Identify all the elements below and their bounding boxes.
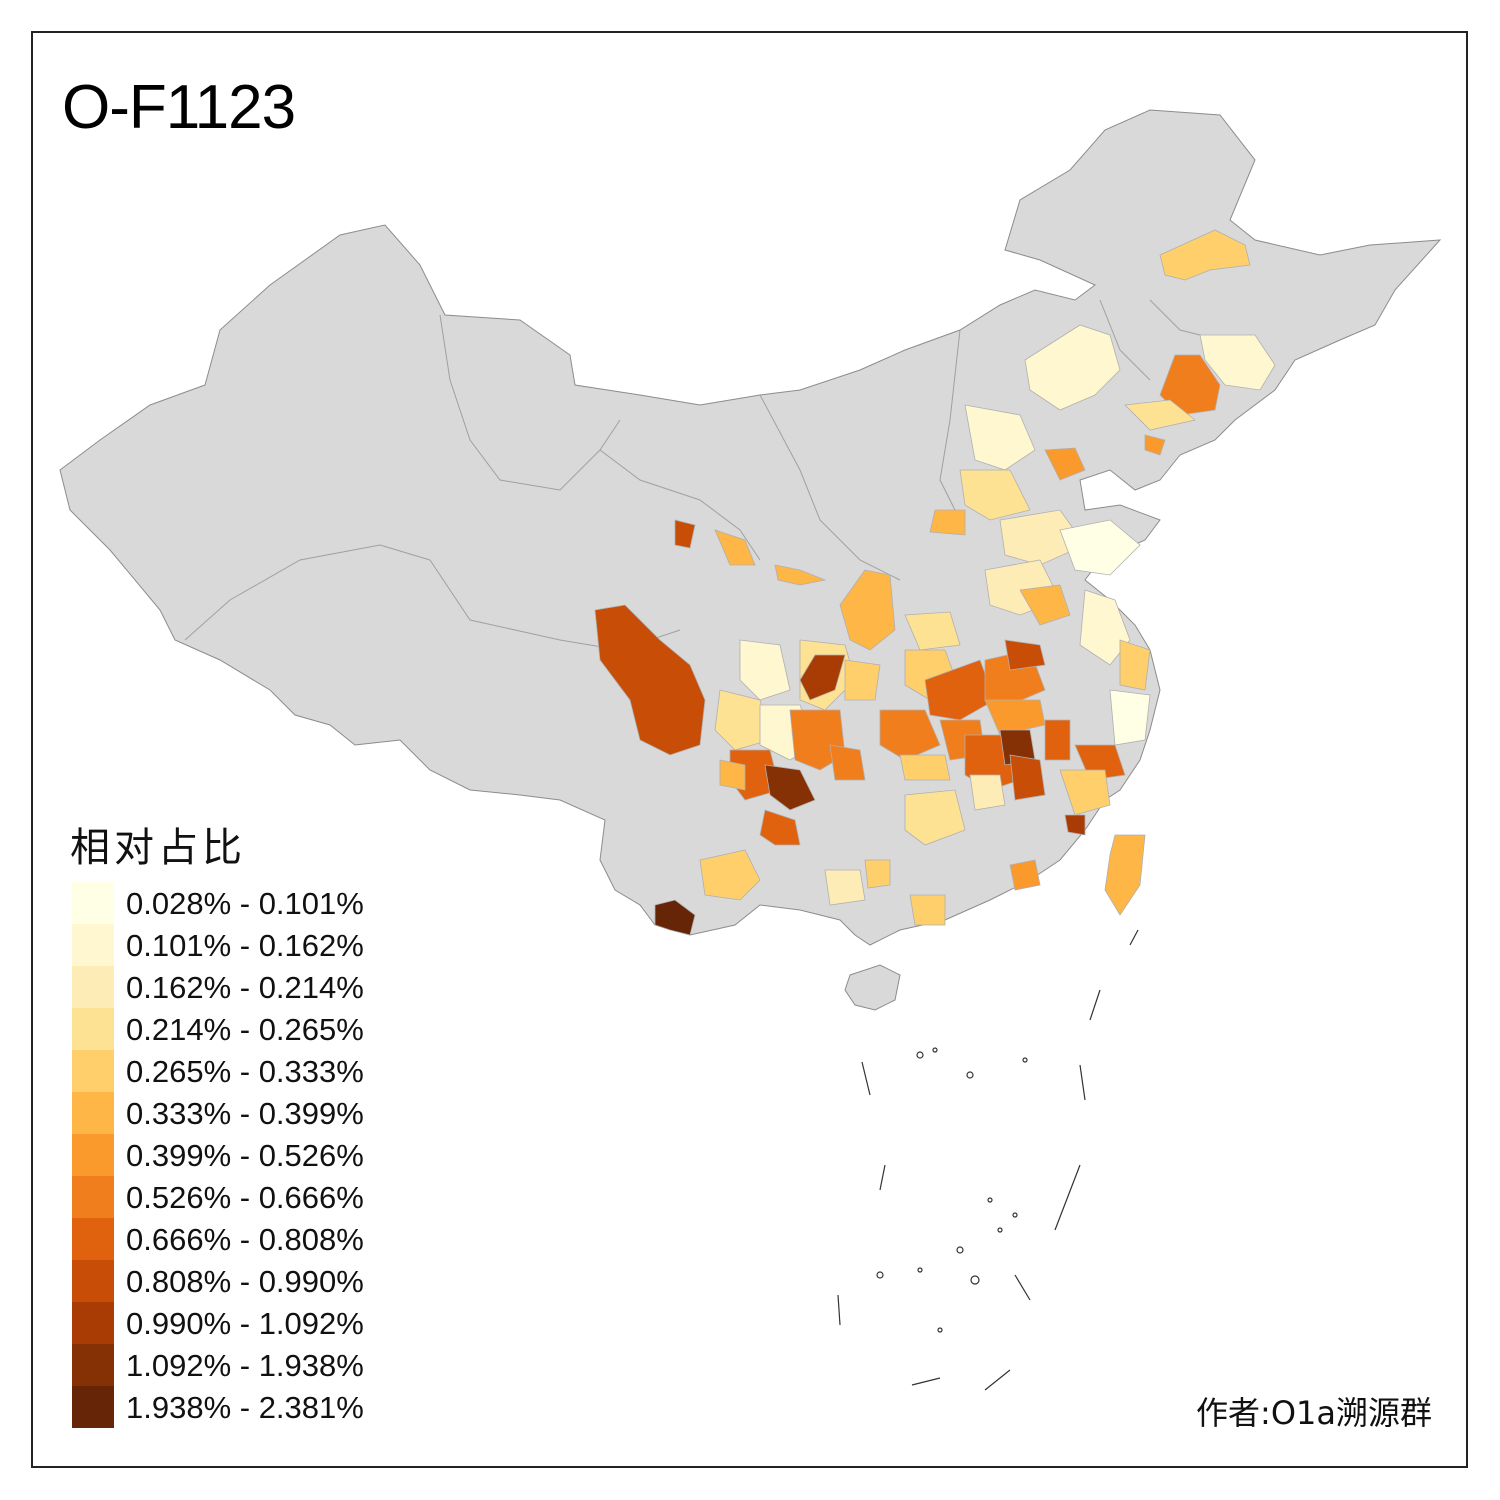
author-credit: 作者:O1a溯源群 xyxy=(1196,1394,1432,1432)
region-fill xyxy=(764,764,816,811)
legend-label: 0.214% - 0.265% xyxy=(126,1012,364,1047)
region-fill xyxy=(864,859,891,889)
region-fill xyxy=(1144,434,1166,456)
legend-label: 0.265% - 0.333% xyxy=(126,1054,364,1089)
region-fill xyxy=(1109,689,1151,746)
choropleth-regions xyxy=(594,229,1276,936)
region-fill xyxy=(674,519,696,549)
region-fill xyxy=(1104,834,1146,916)
china-mainland xyxy=(59,109,1442,946)
region-fill xyxy=(654,899,696,936)
legend-swatch xyxy=(72,1134,114,1176)
region-fill xyxy=(904,789,966,846)
legend-label: 0.666% - 0.808% xyxy=(126,1222,364,1257)
legend-swatch xyxy=(72,1218,114,1260)
region-fill xyxy=(719,759,746,791)
map-title: O-F1123 xyxy=(62,73,296,142)
region-fill xyxy=(1009,859,1041,891)
region-fill xyxy=(1159,229,1251,281)
south-sea-islands xyxy=(837,929,1139,1391)
region-fill xyxy=(1119,639,1151,691)
region-fill xyxy=(759,809,801,846)
legend-label: 0.162% - 0.214% xyxy=(126,970,364,1005)
legend-swatch xyxy=(72,924,114,966)
region-fill xyxy=(964,404,1036,471)
region-fill xyxy=(904,611,961,651)
region-fill xyxy=(829,744,866,781)
legend-label: 0.399% - 0.526% xyxy=(126,1138,364,1173)
legend-swatch xyxy=(72,1050,114,1092)
region-fill xyxy=(924,659,996,721)
region-fill xyxy=(959,469,1031,521)
region-fill xyxy=(799,654,846,701)
legend-title: 相对占比 xyxy=(70,825,246,871)
legend-swatch xyxy=(72,1260,114,1302)
legend-label: 0.990% - 1.092% xyxy=(126,1306,364,1341)
legend-swatch xyxy=(72,966,114,1008)
legend-label: 0.526% - 0.666% xyxy=(126,1180,364,1215)
region-fill xyxy=(824,869,866,906)
region-fill xyxy=(1059,519,1141,576)
legend-swatch xyxy=(72,882,114,924)
legend-label: 0.101% - 0.162% xyxy=(126,928,364,963)
region-fill xyxy=(1024,324,1121,411)
region-fill xyxy=(714,529,756,566)
region-fill xyxy=(1044,719,1071,761)
legend-swatch xyxy=(72,1344,114,1386)
region-fill xyxy=(1019,584,1071,626)
region-fill xyxy=(899,754,951,781)
region-fill xyxy=(1004,639,1046,671)
region-fill xyxy=(739,639,791,701)
region-fill xyxy=(774,564,827,586)
region-fill xyxy=(1159,354,1221,416)
legend-label: 1.092% - 1.938% xyxy=(126,1348,364,1383)
map-frame xyxy=(31,31,1468,1468)
region-fill xyxy=(1124,399,1196,431)
region-fill xyxy=(909,894,946,926)
region-fill xyxy=(839,569,896,651)
region-fill xyxy=(879,709,941,761)
region-fill xyxy=(969,774,1006,811)
region-fill xyxy=(1044,447,1086,481)
legend-swatch xyxy=(72,1176,114,1218)
region-fill xyxy=(1009,754,1046,801)
region-fill xyxy=(699,849,761,901)
region-fill xyxy=(999,509,1086,566)
region-fill xyxy=(714,689,771,751)
region-fill xyxy=(929,509,966,536)
legend-label: 0.028% - 0.101% xyxy=(126,886,364,921)
region-fill xyxy=(594,604,706,756)
region-fill xyxy=(1059,769,1111,816)
legend-label: 1.938% - 2.381% xyxy=(126,1390,364,1425)
region-fill xyxy=(1064,814,1086,836)
region-fill xyxy=(1199,334,1276,391)
legend-label: 0.808% - 0.990% xyxy=(126,1264,364,1299)
legend-swatch xyxy=(72,1386,114,1428)
hainan-island xyxy=(844,964,901,1011)
region-fill xyxy=(844,659,881,701)
base-land xyxy=(59,109,1442,1011)
legend-label: 0.333% - 0.399% xyxy=(126,1096,364,1131)
legend-swatch xyxy=(72,1008,114,1050)
legend-swatch xyxy=(72,1302,114,1344)
legend-swatch xyxy=(72,1092,114,1134)
